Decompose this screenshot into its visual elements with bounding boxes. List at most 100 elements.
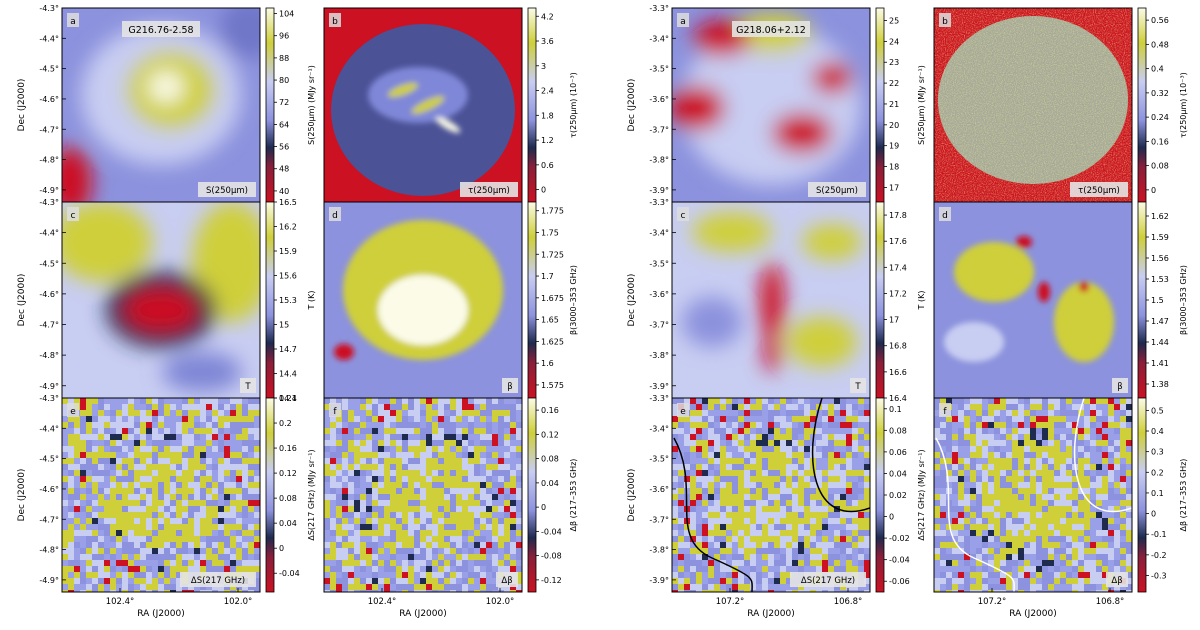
ra-tick-label: 102.0°: [224, 597, 253, 607]
dec-tick-label: -4.3°: [39, 198, 59, 207]
colorbar-tick-label: 1.725: [541, 250, 564, 259]
colorbar-tick-label: 1.6: [541, 359, 554, 368]
dec-tick-label: -3.7°: [649, 515, 669, 524]
colorbar-label: ΔS(217 GHz) (MJy sr⁻¹): [307, 449, 316, 540]
colorbar-tick-label: -0.1: [1151, 530, 1167, 539]
colorbar-label: T (K): [917, 291, 926, 311]
panel-letter: a: [70, 17, 76, 27]
colorbar-tick-label: 1.44: [1151, 338, 1169, 347]
panel-2-c: c T 17.8 17.6 17.4 17.2 17 16.8 16.6 16.4 T (K) -3.…: [627, 198, 926, 403]
colorbar: [1137, 7, 1147, 203]
colorbar-tick-label: 2.4: [541, 87, 554, 96]
colorbar-tick-label: 0.4: [1151, 427, 1164, 436]
colorbar: [265, 7, 275, 203]
panel-2-a: a S(250μm) G218.06+2.12 25 24 23 22 21 20 19 18 17 S…: [627, 4, 926, 203]
colorbar-tick-label: 3.6: [541, 37, 554, 46]
ra-tick-label: 102.4°: [368, 597, 397, 607]
dec-tick-label: -4.7°: [39, 125, 59, 134]
colorbar-tick-label: 0.04: [541, 479, 559, 488]
colorbar-tick-label: 88: [279, 54, 289, 63]
colorbar-label: τ(250μm) (10⁻³): [569, 72, 578, 138]
dec-axis-label: Dec (J2000): [17, 274, 27, 327]
panel-1-a: a S(250μm) G216.76-2.58 104 96 88 80 72 64 56 48 40…: [17, 4, 316, 203]
dec-tick-label: -4.8°: [39, 156, 59, 165]
colorbar: [875, 7, 885, 203]
ra-tick-label: 107.2°: [978, 597, 1007, 607]
dec-tick-label: -3.9°: [649, 576, 669, 585]
map-image: [62, 202, 260, 398]
colorbar-tick-label: 17.2: [889, 289, 907, 298]
colorbar-tick-label: 48: [279, 165, 289, 174]
colorbar-tick-label: 0.08: [279, 494, 297, 503]
map-image: [324, 8, 522, 202]
colorbar-label: β(3000–353 GHz): [569, 265, 578, 335]
colorbar-tick-label: 16.2: [279, 223, 297, 232]
colorbar: [875, 201, 885, 399]
dec-tick-label: -4.9°: [39, 576, 59, 585]
colorbar-tick-label: 14.7: [279, 345, 297, 354]
colorbar-label: β(3000–353 GHz): [1179, 265, 1188, 335]
colorbar-tick-label: 16.5: [279, 198, 297, 207]
colorbar-tick-label: 0.08: [889, 426, 907, 435]
dec-axis-label: Dec (J2000): [17, 469, 27, 522]
panel-2-f: f Δβ 0.5 0.4 0.3 0.2 0.1 0 -0.1 -0.2 -0.3 Δβ (217–3…: [933, 397, 1188, 619]
dec-tick-label: -4.5°: [39, 65, 59, 74]
colorbar-label: ΔS(217 GHz) (MJy sr⁻¹): [917, 449, 926, 540]
colorbar-tick-label: 0.24: [279, 394, 297, 403]
map-image: [672, 8, 870, 202]
panel-letter: a: [680, 17, 686, 27]
dec-tick-label: -3.3°: [649, 4, 669, 13]
dec-tick-label: -4.9°: [39, 186, 59, 195]
colorbar-tick-label: 17: [889, 183, 899, 192]
colorbar-tick-label: 1.38: [1151, 380, 1169, 389]
colorbar: [527, 201, 537, 399]
colorbar-tick-label: 1.575: [541, 381, 564, 390]
colorbar-tick-label: 0: [889, 513, 894, 522]
colorbar-label: Δβ (217–353 GHz): [1179, 459, 1188, 532]
colorbar-tick-label: 16.6: [889, 368, 907, 377]
colorbar: [875, 397, 885, 593]
panel-letter: b: [942, 17, 948, 27]
dec-tick-label: -4.5°: [39, 259, 59, 268]
colorbar-tick-label: 64: [279, 120, 289, 129]
colorbar-tick-label: 15.9: [279, 247, 297, 256]
colorbar-label: τ(250μm) (10⁻³): [1179, 72, 1188, 138]
colorbar-tick-label: 25: [889, 17, 899, 26]
region-name: G218.06+2.12: [736, 25, 806, 36]
panel-letter: e: [680, 407, 686, 417]
dec-tick-label: -3.5°: [649, 65, 669, 74]
ra-tick-label: 102.0°: [486, 597, 515, 607]
colorbar-tick-label: 0.6: [541, 161, 554, 170]
dec-tick-label: -3.3°: [649, 394, 669, 403]
colorbar-tick-label: 1.75: [541, 228, 559, 237]
colorbar-tick-label: 56: [279, 143, 289, 152]
ra-tick-label: 107.2°: [716, 597, 745, 607]
panel-letter: c: [71, 211, 76, 221]
colorbar-tick-label: 21: [889, 100, 899, 109]
dec-tick-label: -3.5°: [649, 455, 669, 464]
ra-tick-label: 102.4°: [106, 597, 135, 607]
colorbar-tick-label: 0.08: [541, 455, 559, 464]
dec-tick-label: -4.6°: [39, 485, 59, 494]
map-label: ΔS(217 GHz): [801, 576, 855, 586]
map-label: Δβ: [1111, 576, 1122, 586]
colorbar-tick-label: 1.56: [1151, 254, 1169, 263]
dec-tick-label: -4.4°: [39, 34, 59, 43]
colorbar-tick-label: 23: [889, 58, 899, 67]
colorbar-tick-label: 1.2: [541, 136, 554, 145]
dec-tick-label: -3.7°: [649, 321, 669, 330]
colorbar-tick-label: 0: [1151, 186, 1156, 195]
map-label: τ(250μm): [468, 186, 510, 196]
ra-axis-label: RA (J2000): [747, 609, 795, 619]
ra-tick-label: 106.8°: [834, 597, 863, 607]
panel-1-e: e ΔS(217 GHz) 0.24 0.2 0.16 0.12 0.08 0.04 0 -0.0…: [17, 394, 316, 619]
dec-tick-label: -4.9°: [39, 382, 59, 391]
dec-tick-label: -4.6°: [39, 95, 59, 104]
colorbar-tick-label: 1.47: [1151, 317, 1169, 326]
colorbar-tick-label: 1.5: [1151, 296, 1164, 305]
colorbar-tick-label: 0.04: [889, 469, 907, 478]
colorbar-tick-label: -0.2: [1151, 551, 1167, 560]
colorbar-tick-label: 0.2: [279, 419, 292, 428]
colorbar-tick-label: 0.1: [1151, 489, 1164, 498]
colorbar-tick-label: -0.06: [889, 577, 910, 586]
